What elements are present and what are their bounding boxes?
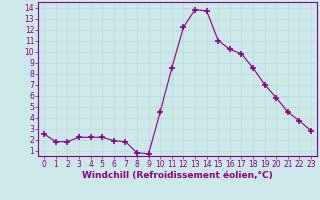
X-axis label: Windchill (Refroidissement éolien,°C): Windchill (Refroidissement éolien,°C)	[82, 171, 273, 180]
